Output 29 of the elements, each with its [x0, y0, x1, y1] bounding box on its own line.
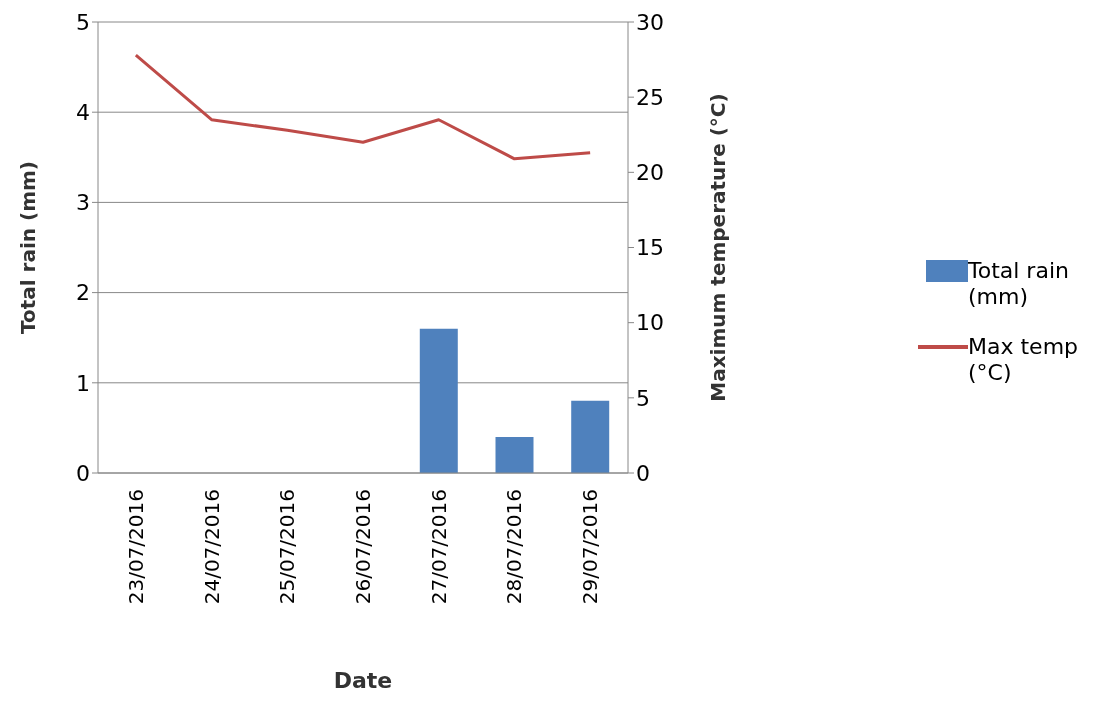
y2-tick-label: 10 — [636, 310, 664, 336]
y2-axis-title: Maximum temperature (°C) — [706, 93, 731, 402]
y-axis-title: Total rain (mm) — [16, 161, 41, 334]
x-tick-label: 25/07/2016 — [275, 489, 300, 605]
bar — [419, 328, 458, 473]
bar — [571, 400, 610, 473]
x-tick-label: 27/07/2016 — [426, 489, 451, 605]
y2-tick-label: 0 — [636, 460, 650, 486]
x-tick-label: 28/07/2016 — [502, 489, 527, 605]
x-axis-title: Date — [333, 668, 393, 693]
y2-tick-label: 5 — [636, 385, 650, 411]
y-tick-label: 1 — [76, 370, 90, 396]
x-tick-label: 26/07/2016 — [351, 489, 375, 605]
bar — [495, 436, 534, 473]
y2-tick-label: 15 — [636, 235, 664, 261]
y2-tick-label: 30 — [636, 9, 664, 35]
y2-tick-label: 20 — [636, 160, 664, 186]
legend-label: Max temp (°C) — [968, 334, 1080, 386]
y-tick-label: 3 — [76, 190, 90, 216]
y-tick-label: 4 — [76, 100, 90, 126]
x-tick-label: 23/07/2016 — [123, 489, 148, 605]
legend-label: Total rain (mm) — [968, 258, 1070, 310]
x-tick-label: 24/07/2016 — [199, 489, 224, 605]
y-tick-label: 0 — [76, 460, 90, 486]
y-tick-label: 2 — [76, 280, 90, 306]
y-tick-label: 5 — [76, 9, 90, 35]
line-series — [134, 53, 592, 161]
x-tick-label: 29/07/2016 — [578, 489, 603, 605]
y2-tick-label: 25 — [636, 84, 664, 110]
